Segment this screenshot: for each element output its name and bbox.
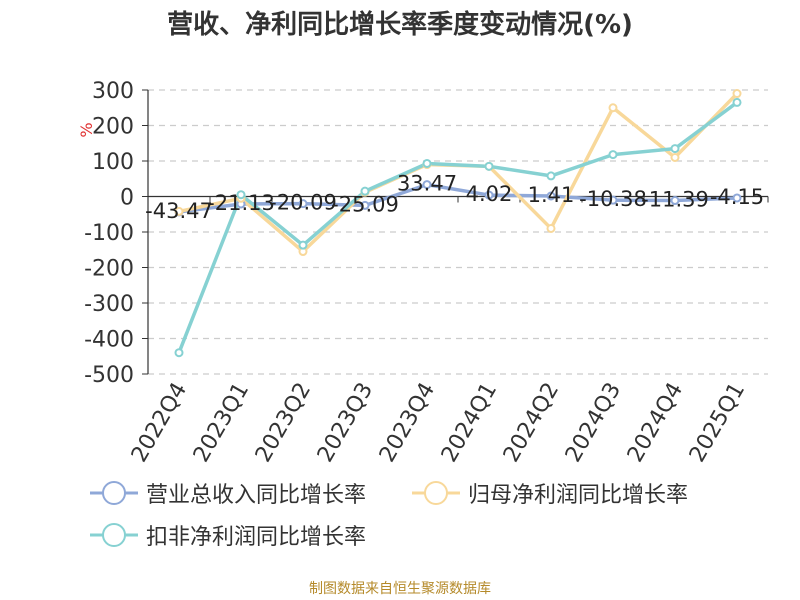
data-point-2[interactable] — [546, 171, 556, 181]
data-point-0[interactable] — [608, 195, 618, 205]
data-label: -4.15 — [710, 185, 764, 209]
legend-item-revenue[interactable]: 营业总收入同比增长率 — [90, 478, 366, 508]
data-label: -21.13 — [207, 191, 275, 215]
data-point-2[interactable] — [484, 161, 494, 171]
legend-swatch-net-profit — [412, 481, 460, 505]
x-tick-label: 2025Q1 — [685, 379, 750, 467]
legend-swatch-deducted-profit — [90, 523, 138, 547]
series-line-1 — [178, 92, 739, 254]
y-tick-label: 0 — [120, 186, 134, 211]
x-tick-label: 2023Q2 — [251, 379, 316, 467]
data-point-2[interactable] — [174, 348, 184, 358]
data-point-1[interactable] — [608, 103, 618, 113]
series-line-2 — [177, 101, 739, 354]
data-label: 33.47 — [397, 172, 457, 196]
legend-label-deducted-profit: 扣非净利润同比增长率 — [146, 525, 367, 550]
x-tick-label: 2022Q4 — [127, 379, 192, 467]
data-label: -20.09 — [269, 191, 337, 215]
data-point-0[interactable] — [546, 191, 556, 201]
grid-lines — [148, 89, 768, 375]
data-label: -10.38 — [579, 187, 647, 211]
data-point-0[interactable] — [298, 199, 308, 209]
data-label: -43.47 — [145, 199, 213, 223]
y-tick-label: 100 — [92, 150, 134, 175]
data-point-0[interactable] — [360, 200, 370, 210]
y-tick-label: -400 — [84, 328, 134, 353]
series-group — [174, 89, 742, 358]
y-tick-label: -100 — [84, 221, 134, 246]
source-footer: 制图数据来自恒生聚源数据库 — [309, 581, 491, 597]
legend-swatch-revenue — [90, 481, 138, 505]
y-tick-label: -500 — [84, 363, 134, 388]
legend-item-deducted-profit[interactable]: 扣非净利润同比增长率 — [90, 520, 366, 550]
data-point-2[interactable] — [732, 97, 742, 107]
data-point-2[interactable] — [608, 150, 618, 160]
x-tick-label: 2024Q1 — [437, 379, 502, 467]
data-point-2[interactable] — [298, 240, 308, 250]
data-point-1[interactable] — [732, 89, 742, 99]
data-point-1[interactable] — [174, 206, 184, 216]
axes: 3002001000-100-200-300-400-500%2022Q4202… — [77, 79, 769, 467]
data-point-2[interactable] — [422, 158, 432, 168]
data-point-2[interactable] — [360, 186, 370, 196]
x-tick-label: 2024Q3 — [561, 379, 626, 467]
data-label: -11.39 — [641, 188, 709, 212]
data-point-0[interactable] — [670, 196, 680, 206]
legend-item-net-profit[interactable]: 归母净利润同比增长率 — [412, 478, 688, 508]
data-point-1[interactable] — [546, 223, 556, 233]
y-tick-label: -200 — [84, 257, 134, 282]
x-tick-label: 2023Q4 — [375, 379, 440, 467]
y-axis-label: % — [77, 122, 96, 137]
y-tick-label: 200 — [92, 115, 134, 140]
series-line-0 — [178, 182, 738, 214]
data-point-1[interactable] — [670, 152, 680, 162]
data-label: -25.09 — [331, 192, 399, 216]
data-point-0[interactable] — [732, 193, 742, 203]
data-point-0[interactable] — [422, 180, 432, 190]
legend-label-revenue: 营业总收入同比增长率 — [146, 483, 367, 508]
chart-title: 营收、净利同比增长率季度变动情况(%) — [167, 10, 633, 40]
data-point-0[interactable] — [484, 190, 494, 200]
x-tick-label: 2024Q2 — [499, 379, 564, 467]
data-point-2[interactable] — [670, 144, 680, 154]
data-point-2[interactable] — [236, 190, 246, 200]
data-label: 4.02 — [466, 182, 513, 206]
x-tick-label: 2023Q1 — [189, 379, 254, 467]
x-tick-label: 2024Q4 — [623, 379, 688, 467]
legend-label-net-profit: 归母净利润同比增长率 — [468, 483, 689, 508]
y-tick-label: -300 — [84, 292, 134, 317]
x-tick-label: 2023Q3 — [313, 379, 378, 467]
y-tick-label: 300 — [92, 79, 134, 104]
data-label: 1.41 — [528, 183, 575, 207]
